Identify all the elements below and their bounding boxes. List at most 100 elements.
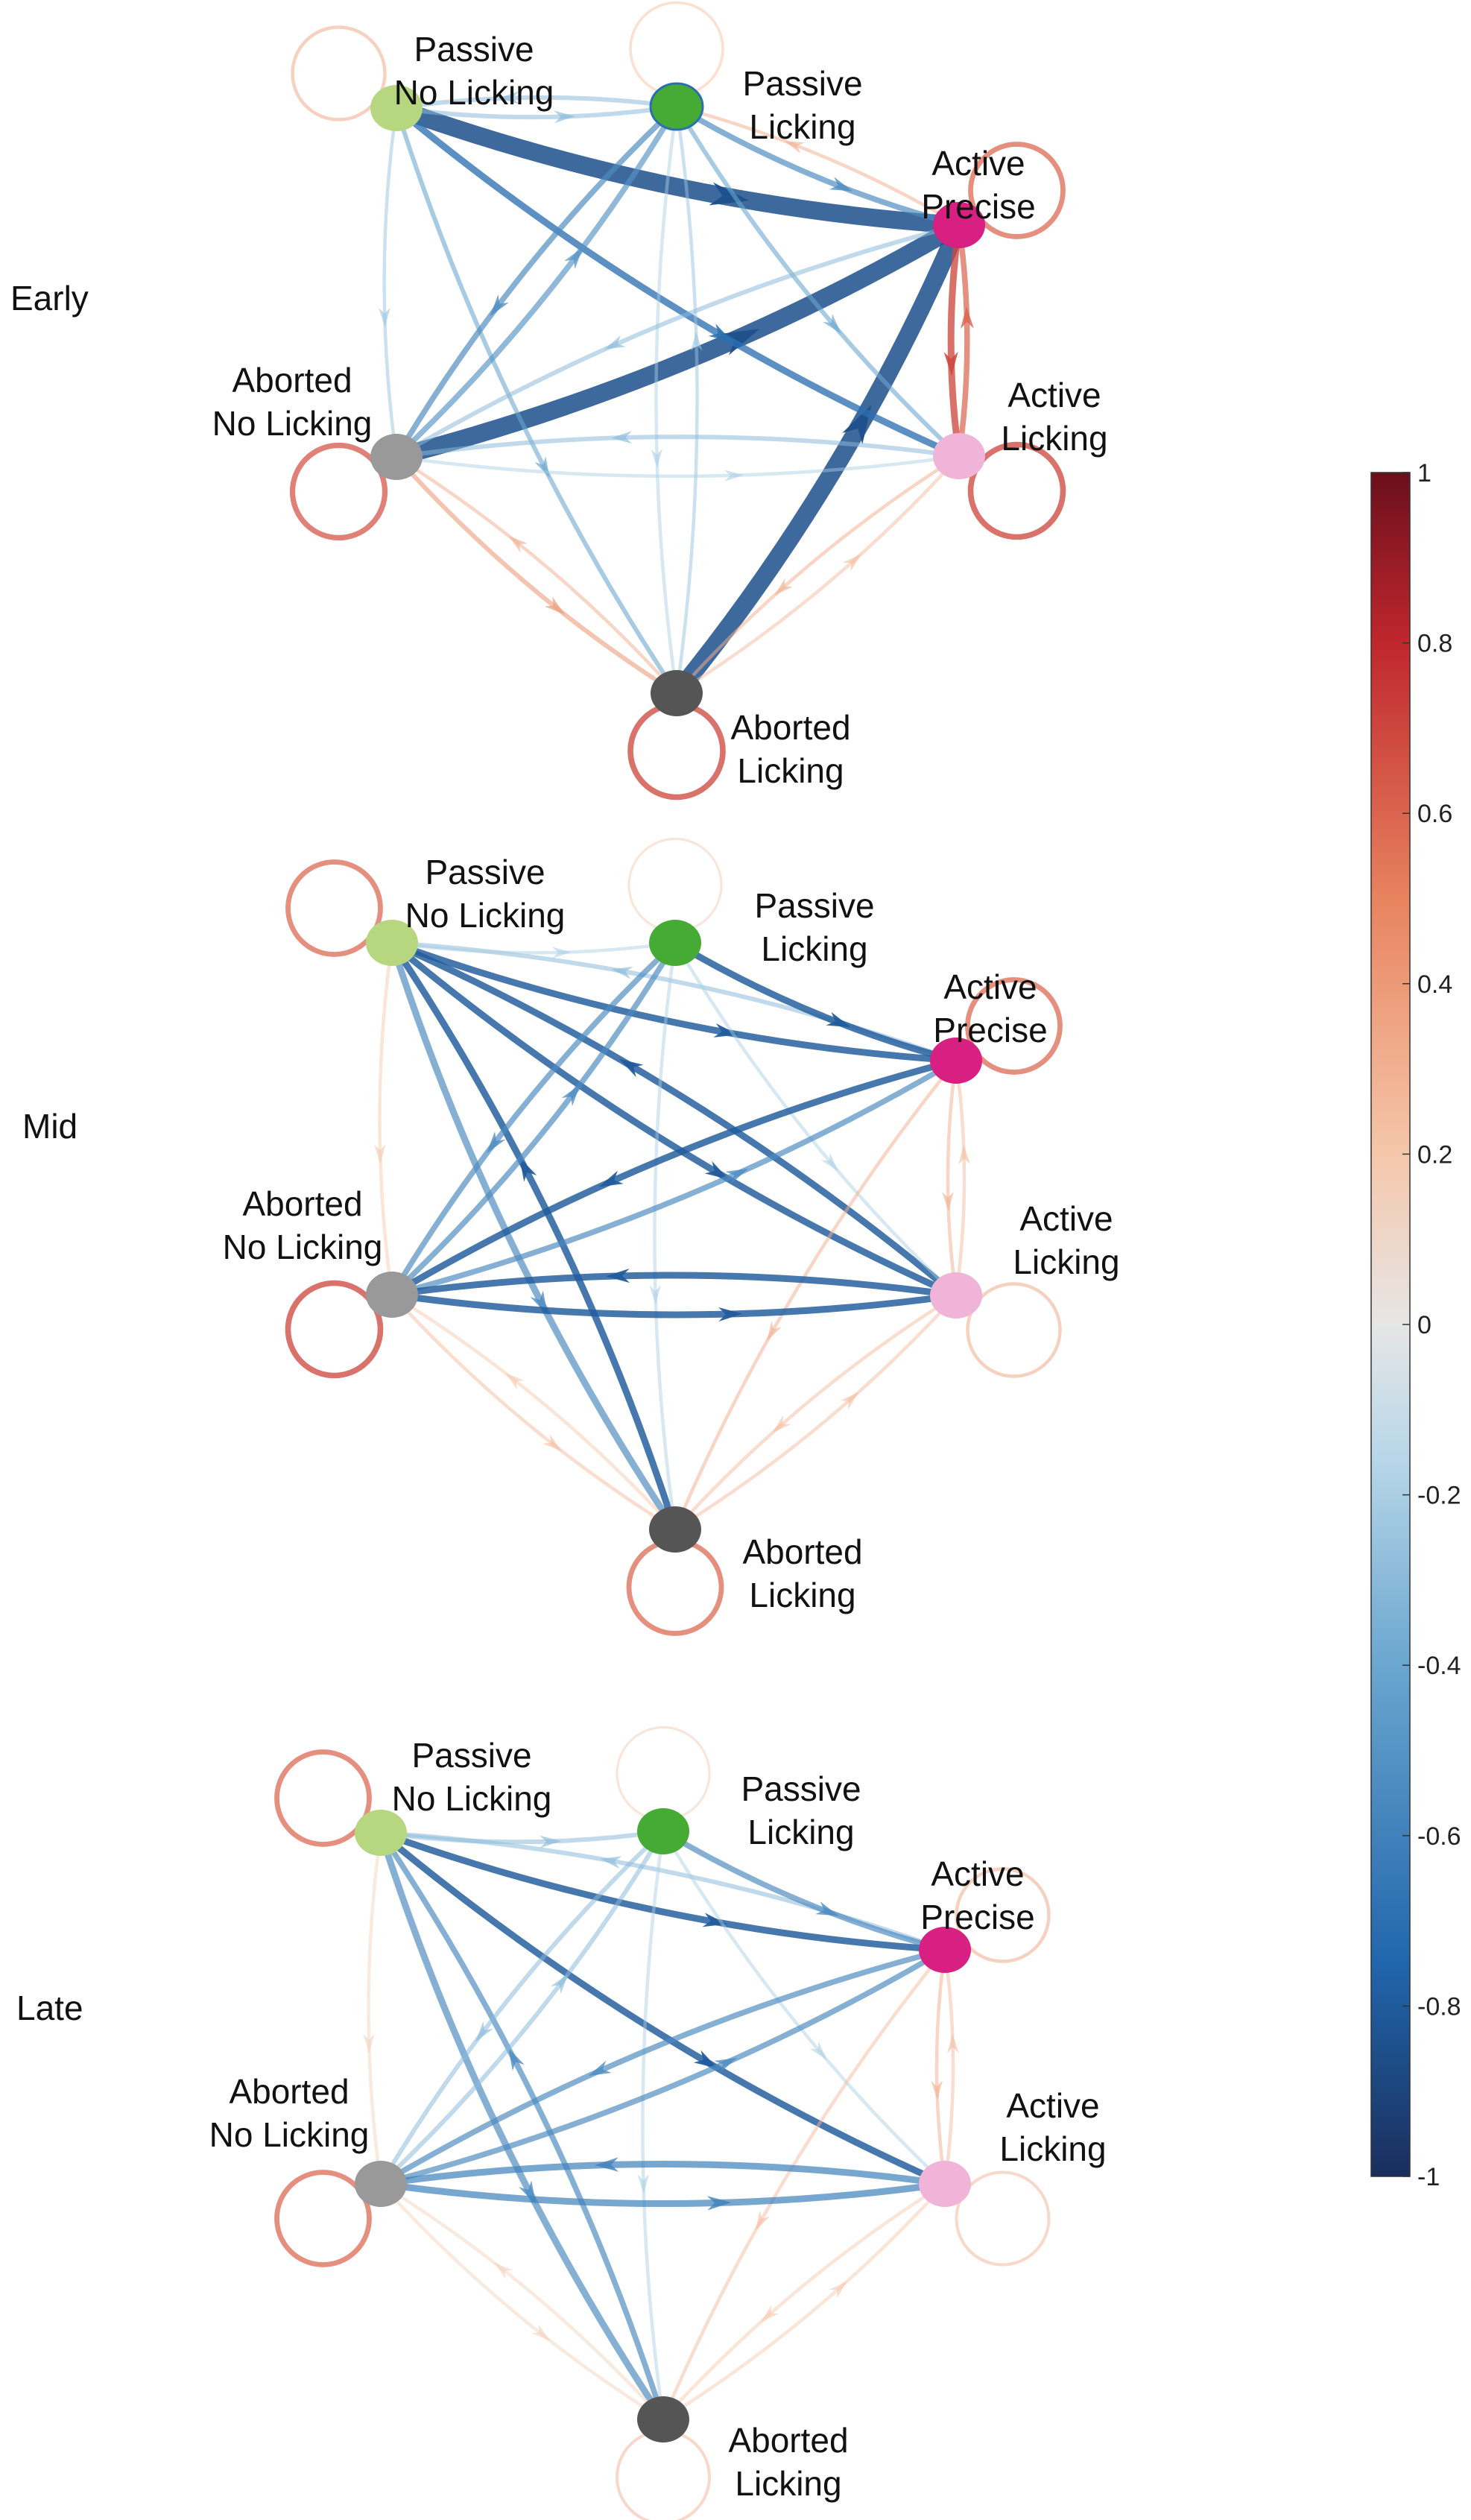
edge-pl-to-aln xyxy=(654,104,679,695)
edge-arrowhead xyxy=(561,1084,581,1106)
edge-pnl-to-al xyxy=(377,1829,949,2188)
edge-pl-to-al xyxy=(674,104,961,458)
edge-anl-to-pl xyxy=(393,104,680,460)
self-loop-ap xyxy=(955,1867,1051,1963)
edge-arrowhead xyxy=(708,323,733,342)
edge-aln-to-al xyxy=(661,2182,947,2422)
edge-al-to-ap xyxy=(943,1948,955,2186)
self-loop-al xyxy=(955,2170,1051,2267)
edge-arrowhead xyxy=(551,1973,569,1995)
edge-arrowhead xyxy=(588,2060,612,2077)
node-layer xyxy=(355,1808,971,2442)
self-loop-aln xyxy=(616,2429,711,2520)
node-al xyxy=(919,2161,971,2207)
node-label-anl-line1: Aborted xyxy=(229,2072,349,2111)
node-al xyxy=(930,1272,982,1319)
edge-arrowhead xyxy=(564,247,583,270)
edge-aln-to-anl xyxy=(394,455,679,695)
edge-aln-to-pnl xyxy=(388,939,679,1533)
edge-aln-to-anl xyxy=(379,2182,665,2422)
edge-pnl-to-aln xyxy=(377,1829,667,2423)
edge-al-to-aln xyxy=(674,454,961,695)
edge-arrowhead xyxy=(691,331,703,352)
edge-arrowhead xyxy=(713,1023,738,1038)
colorbar-tick-label: -0.4 xyxy=(1417,1652,1461,1680)
colorbar-tick-label: -0.8 xyxy=(1417,1992,1461,2021)
edge-arrowhead xyxy=(947,2033,959,2053)
edge-al-to-aln xyxy=(661,2182,947,2422)
edge-arrowhead xyxy=(843,554,861,572)
edge-ap-to-anl xyxy=(394,223,961,459)
self-loop-al xyxy=(966,1282,1062,1378)
edge-pl-to-anl xyxy=(393,104,680,460)
edge-arrowhead xyxy=(540,1835,561,1848)
self-loop-ap xyxy=(968,142,1066,239)
colorbar-tick-label: 0.8 xyxy=(1417,630,1452,658)
node-label-aln-line2: Licking xyxy=(749,1576,855,1614)
colorbar: 1 0.8 0.6 0.4 0.2 0 -0.2 -0.4 -0.6 -0.8 -1 xyxy=(1370,459,1461,2191)
edge-anl-to-al xyxy=(377,2180,949,2207)
colorbar-tick-label: 0 xyxy=(1417,1311,1432,1339)
edge-pnl-to-aln xyxy=(394,106,679,695)
edge-arrowhead xyxy=(704,1160,730,1180)
node-label-pnl-line1: Passive xyxy=(411,1736,531,1775)
self-loop-anl xyxy=(285,1280,384,1379)
edge-arrowhead xyxy=(760,2305,779,2322)
period-label-late: Late xyxy=(16,1989,83,2027)
colorbar-tick-label: 0.2 xyxy=(1417,1140,1452,1169)
self-loop-layer xyxy=(285,837,1063,1636)
edge-anl-to-ap xyxy=(378,1947,948,2187)
edge-arrowhead xyxy=(958,1145,970,1165)
edge-anl-to-pl xyxy=(379,1829,665,2186)
edge-anl-to-al xyxy=(388,1291,960,1319)
colorbar-ticks: 1 0.8 0.6 0.4 0.2 0 -0.2 -0.4 -0.6 -0.8 -1 xyxy=(1402,459,1461,2191)
node-label-ap-line2: Precise xyxy=(933,1011,1047,1049)
node-label-pl-line2: Licking xyxy=(749,107,855,146)
node-label-al-line2: Licking xyxy=(999,2129,1106,2168)
edge-anl-to-aln xyxy=(390,1292,677,1532)
node-label-ap-line2: Precise xyxy=(921,187,1035,226)
edge-arrowhead xyxy=(619,1058,644,1078)
node-label-ap-line2: Precise xyxy=(920,1898,1034,1936)
period-label-mid: Mid xyxy=(22,1107,77,1146)
node-label-pnl-line2: No Licking xyxy=(394,73,554,112)
node-label-pnl-line1: Passive xyxy=(425,853,545,891)
edge-arrowhead xyxy=(490,294,509,317)
edge-anl-to-aln xyxy=(394,455,679,695)
edge-al-to-aln xyxy=(673,1293,958,1532)
self-loop-pnl xyxy=(274,1749,372,1847)
edge-anl-to-ap xyxy=(389,1058,959,1298)
node-label-aln-line1: Aborted xyxy=(742,1532,862,1571)
self-loop-pl xyxy=(616,1725,711,1822)
colorbar-tick-label: 0.4 xyxy=(1417,970,1452,999)
edge-arrowhead xyxy=(605,1268,630,1283)
edge-arrowhead xyxy=(363,2033,375,2053)
edge-pnl-to-ap xyxy=(388,939,960,1064)
edge-arrowhead xyxy=(551,947,572,959)
edge-aln-to-pl xyxy=(674,104,699,695)
edge-al-to-anl xyxy=(377,2161,949,2188)
node-label-anl-line2: No Licking xyxy=(212,404,373,443)
node-pl xyxy=(649,920,701,966)
edge-arrowhead xyxy=(755,2211,771,2231)
edge-arrowhead xyxy=(487,1131,506,1154)
edge-pl-to-ap xyxy=(660,1828,948,1953)
self-loop-pnl xyxy=(285,859,383,957)
edge-pnl-to-aln xyxy=(388,939,679,1533)
edge-arrowhead xyxy=(542,1434,562,1451)
edge-arrowhead xyxy=(544,596,565,615)
node-ap xyxy=(930,1038,982,1084)
self-loop-al xyxy=(967,441,1066,540)
node-label-layer: Passive No Licking Passive Licking Active Pre… xyxy=(223,853,1120,1614)
edge-arrowhead xyxy=(960,306,974,329)
edge-arrowhead xyxy=(815,1901,839,1916)
edge-pl-to-ap xyxy=(671,939,960,1064)
graph-panel-early: Early Passive No Licking Passive Licking Act… xyxy=(10,1,1108,800)
edge-ap-to-al xyxy=(934,1948,947,2186)
node-layer xyxy=(366,920,982,1553)
edge-arrowhead xyxy=(598,1170,624,1187)
edge-arrowhead xyxy=(829,177,853,192)
edge-arrowhead xyxy=(494,2262,513,2279)
node-label-anl-line2: No Licking xyxy=(209,2115,370,2154)
edge-arrowhead xyxy=(702,1913,727,1927)
